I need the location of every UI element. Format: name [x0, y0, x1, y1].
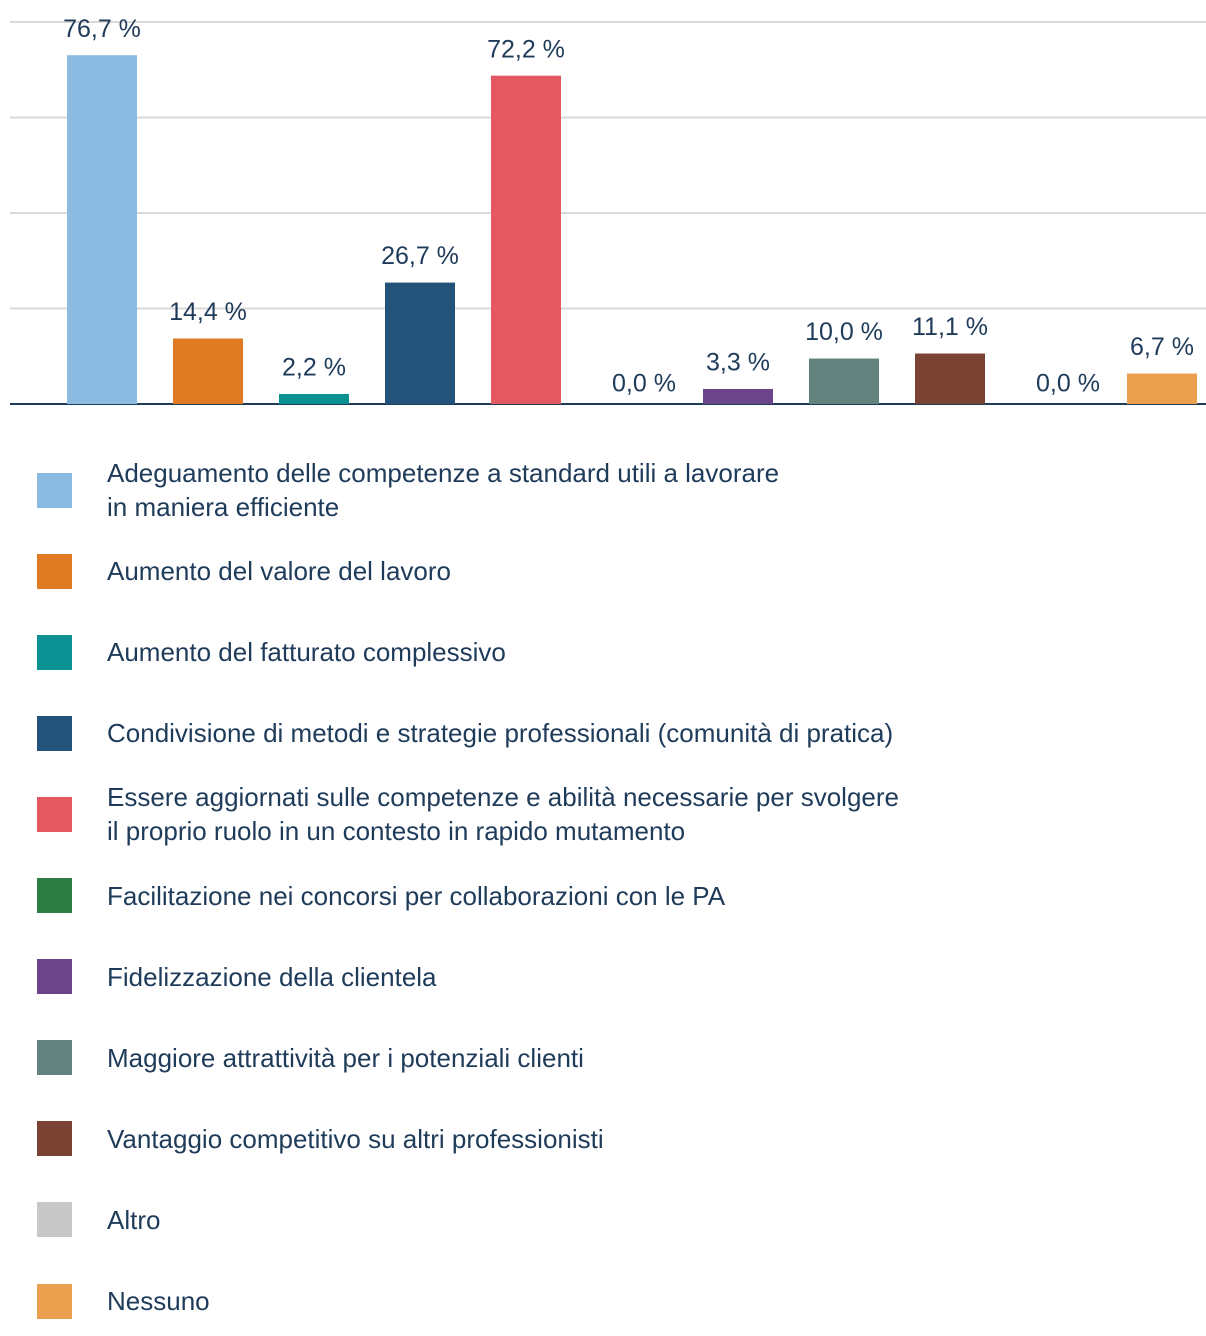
legend-label: Fidelizzazione della clientela	[107, 961, 437, 992]
bar	[703, 388, 773, 404]
value-label: 10,0 %	[805, 318, 883, 346]
bar	[67, 55, 137, 404]
legend-item: Aumento del valore del lavoro	[37, 536, 451, 606]
legend-label: Facilitazione nei concorsi per collabora…	[107, 880, 726, 911]
legend-label: Vantaggio competitivo su altri professio…	[107, 1123, 604, 1154]
legend-swatch	[37, 959, 72, 995]
legend-swatch	[37, 472, 72, 508]
legend-item: Nessuno	[37, 1266, 210, 1336]
legend-item: Facilitazione nei concorsi per collabora…	[37, 861, 725, 931]
legend-label: Maggiore attrattività per i potenziali c…	[107, 1042, 584, 1073]
legend-label: Altro	[107, 1204, 161, 1235]
legend-swatch	[37, 796, 72, 832]
value-label: 26,7 %	[381, 242, 459, 270]
chart: 76,7 % 14,4 % 2,2 % 26,7 % 72,2 % 0,0 % 3,3 % 1…	[10, 15, 1206, 405]
legend-item: Fidelizzazione della clientela	[37, 942, 437, 1012]
legend-label: Aumento del fatturato complessivo	[107, 637, 506, 668]
value-label: 0,0 %	[1036, 370, 1100, 398]
legend-item: Condivisione di metodi e strategie profe…	[37, 698, 893, 768]
legend-item: Vantaggio competitivo su altri professio…	[37, 1104, 604, 1174]
legend-item: Maggiore attrattività per i potenziali c…	[37, 1023, 584, 1093]
value-label: 11,1 %	[912, 313, 988, 341]
legend-label: Essere aggiornati sulle competenze e abi…	[107, 782, 899, 847]
legend-label: Aumento del valore del lavoro	[107, 556, 451, 587]
legend-swatch	[37, 634, 72, 670]
value-label: 6,7 %	[1130, 333, 1194, 361]
legend-item: Essere aggiornati sulle competenze e abi…	[37, 779, 899, 849]
bar	[279, 393, 349, 404]
bar	[385, 282, 455, 404]
legend-label: Adeguamento delle competenze a standard …	[107, 458, 780, 522]
legend-item: Altro	[37, 1185, 160, 1255]
legend-item: Aumento del fatturato complessivo	[37, 617, 506, 687]
bar	[491, 75, 561, 405]
legend-label: Condivisione di metodi e strategie profe…	[107, 718, 894, 749]
bar	[173, 338, 243, 404]
legend-item: Adeguamento delle competenze a standard …	[37, 455, 779, 525]
value-label: 14,4 %	[169, 298, 247, 326]
bar	[1127, 373, 1197, 404]
legend-swatch	[37, 1121, 72, 1157]
bar	[915, 353, 985, 404]
legend-swatch	[37, 1202, 72, 1238]
legend-swatch	[37, 715, 72, 751]
bar	[809, 358, 879, 404]
value-label: 76,7 %	[63, 15, 141, 43]
value-label: 2,2 %	[282, 354, 346, 382]
legend-label: Nessuno	[107, 1286, 210, 1316]
legend-swatch	[37, 878, 72, 913]
legend-swatch	[37, 1040, 72, 1076]
legend-swatch	[37, 1283, 72, 1319]
legend-swatch	[37, 553, 72, 589]
value-label: 3,3 %	[706, 349, 770, 377]
value-label: 0,0 %	[612, 370, 676, 398]
value-label: 72,2 %	[487, 35, 565, 63]
